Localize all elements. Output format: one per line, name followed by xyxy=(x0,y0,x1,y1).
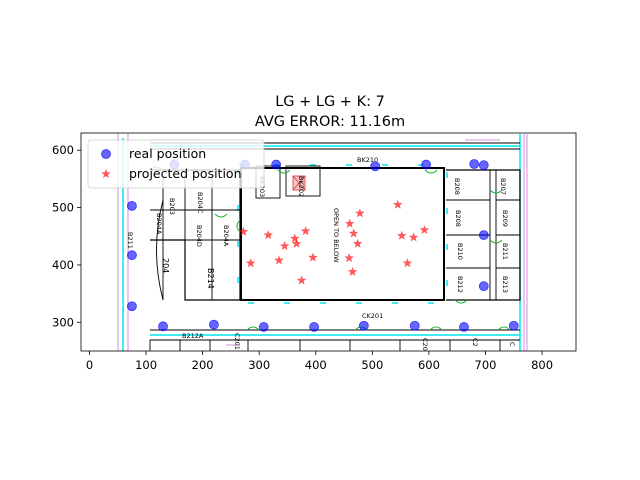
projected-position-point xyxy=(344,253,354,263)
room-label: B204D xyxy=(195,225,203,247)
real-position-point xyxy=(358,320,369,331)
corridor-top-label: BK210 xyxy=(357,156,378,164)
projected-position-point xyxy=(290,233,300,243)
room-label: 204 xyxy=(161,258,170,273)
legend-box xyxy=(87,139,265,189)
projected-position-point xyxy=(238,226,249,236)
room-label: B211 xyxy=(501,243,509,260)
room-label: C20 xyxy=(421,338,429,351)
room-label: B204A xyxy=(222,225,230,247)
projected-position-point xyxy=(352,238,363,248)
room-label: B214 xyxy=(206,268,215,289)
real-position-point xyxy=(209,319,219,330)
projected-position-point xyxy=(291,238,302,248)
projected-position-point xyxy=(393,199,403,209)
room-label: B213 xyxy=(501,276,509,293)
x-tick-label: 200 xyxy=(192,358,214,372)
y-tick-label: 600 xyxy=(52,143,74,157)
room-label: B208 xyxy=(454,210,462,227)
real-position-point xyxy=(478,230,489,241)
room-label: B207 xyxy=(499,178,507,195)
x-tick-label: 0 xyxy=(86,358,93,372)
real-position-point xyxy=(258,322,269,332)
real-position-point xyxy=(127,250,137,261)
projected-position-point xyxy=(263,230,274,240)
room-label: B212 xyxy=(456,276,464,293)
room-label: B211 xyxy=(126,232,134,249)
room-label: C2 xyxy=(471,338,479,347)
real-position-point xyxy=(271,159,282,170)
projected-position-point xyxy=(308,252,318,262)
projected-position-point xyxy=(397,230,407,240)
real-position-point xyxy=(478,281,489,292)
y-axis: 300 400 500 600 xyxy=(52,143,81,329)
room-label: C xyxy=(508,342,516,347)
projected-position-point xyxy=(348,228,359,238)
x-tick-label: 100 xyxy=(135,358,157,372)
projected-position-point xyxy=(347,266,358,276)
projected-position-point xyxy=(419,224,430,234)
room-label: B210 xyxy=(456,243,464,260)
room-label: B204C xyxy=(196,192,204,214)
legend-marker-real xyxy=(101,149,111,159)
real-position-point xyxy=(459,322,469,332)
projected-position-point xyxy=(274,255,284,265)
projected-position-point xyxy=(355,208,365,218)
projected-position-point xyxy=(402,258,413,268)
chart-title-line-2: AVG ERROR: 11.16m xyxy=(255,114,405,130)
room-label: B208 xyxy=(453,178,461,195)
y-tick-label: 300 xyxy=(52,315,74,329)
real-position-point xyxy=(409,320,420,331)
corridor-bottom-label: CK201 xyxy=(362,312,383,320)
real-position-point xyxy=(127,200,137,211)
elevator-label: BK202 xyxy=(297,176,305,197)
legend: real position projected position xyxy=(87,139,265,189)
projected-position-point xyxy=(296,275,307,285)
room-label: B209 xyxy=(501,210,509,227)
projected-position-point xyxy=(245,258,256,268)
room-label: C201 xyxy=(233,333,241,350)
legend-label-real: real position xyxy=(129,146,206,161)
y-tick-label: 500 xyxy=(52,201,74,215)
legend-label-projected: projected position xyxy=(129,166,242,181)
projected-position-point xyxy=(344,218,355,228)
room-label: B204A xyxy=(155,213,163,235)
x-axis: 0 100 200 300 400 500 600 700 800 xyxy=(86,351,553,372)
real-position-point xyxy=(127,301,137,312)
real-position-point xyxy=(370,161,381,172)
real-position-series xyxy=(127,159,519,332)
plot-area-frame xyxy=(80,132,577,352)
projected-position-point xyxy=(300,226,311,236)
y-tick-label: 400 xyxy=(52,258,74,272)
room-label: B203 xyxy=(168,198,176,215)
x-tick-label: 700 xyxy=(475,358,497,372)
room-label: B212A xyxy=(182,332,204,340)
real-position-point xyxy=(508,320,519,331)
real-position-point xyxy=(309,322,319,332)
real-position-point xyxy=(478,160,489,171)
x-tick-label: 300 xyxy=(248,358,270,372)
x-tick-label: 400 xyxy=(305,358,327,372)
real-position-point xyxy=(469,159,480,169)
x-tick-label: 500 xyxy=(361,358,383,372)
legend-marker-projected xyxy=(101,169,111,179)
projected-position-series xyxy=(238,199,430,285)
x-tick-label: 600 xyxy=(418,358,440,372)
open-to-below-label: OPEN TO BELOW xyxy=(332,208,340,263)
projected-position-point xyxy=(408,232,419,242)
real-position-point xyxy=(421,159,431,170)
projected-position-point xyxy=(279,241,290,251)
x-tick-label: 800 xyxy=(531,358,553,372)
chart-title-line-1: LG + LG + K: 7 xyxy=(275,94,385,110)
real-position-point xyxy=(158,321,168,332)
